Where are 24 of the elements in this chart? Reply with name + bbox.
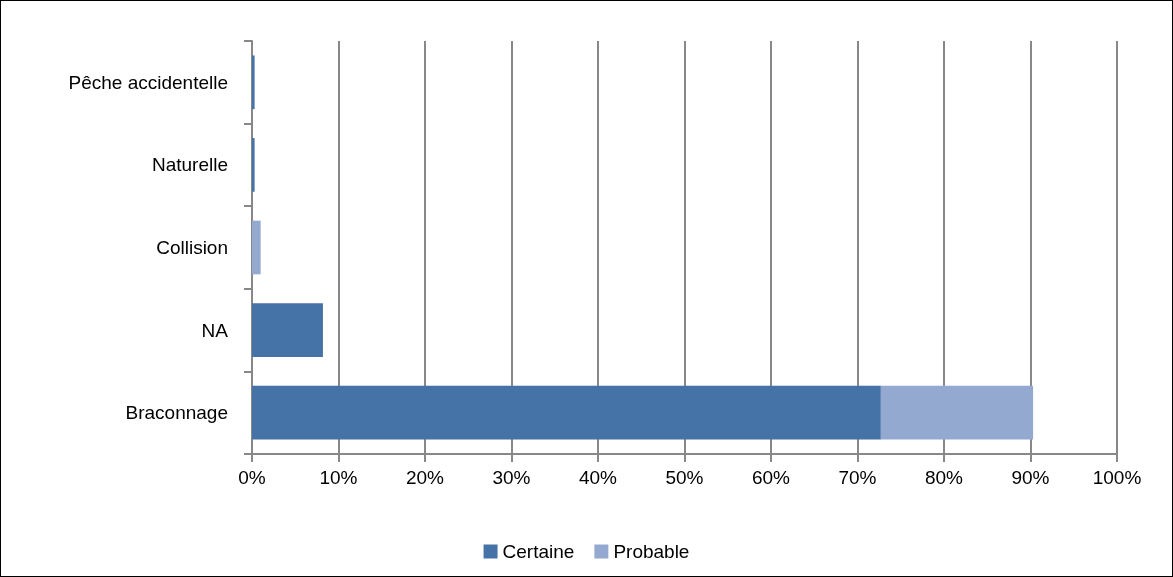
x-tick-label: 80%	[924, 467, 964, 488]
legend-label: Certaine	[502, 541, 575, 562]
x-tick-label: 30%	[492, 467, 531, 488]
bar	[252, 385, 881, 440]
y-tick-label: NA	[201, 319, 229, 341]
x-tick-label: 10%	[319, 467, 358, 488]
x-tick-label: 50%	[665, 467, 704, 488]
bar	[252, 303, 323, 357]
x-tick-label: 100%	[1092, 467, 1142, 488]
x-tick-label: 90%	[1011, 467, 1050, 488]
x-tick-label: 70%	[838, 467, 877, 488]
legend-label: Probable	[613, 541, 690, 562]
y-tick-label: Braconnage	[125, 402, 228, 424]
bar	[252, 55, 255, 110]
y-tick-label: Collision	[156, 237, 228, 258]
y-tick-label: Naturelle	[151, 154, 228, 176]
y-tick-label: Pêche accidentelle	[68, 71, 228, 93]
bar	[252, 138, 255, 192]
x-tick-label: 20%	[405, 467, 445, 488]
x-tick-label: 40%	[578, 467, 618, 488]
bar	[880, 385, 1034, 440]
bar	[252, 220, 261, 275]
x-tick-label: 0%	[238, 467, 266, 488]
x-tick-label: 60%	[751, 467, 791, 488]
